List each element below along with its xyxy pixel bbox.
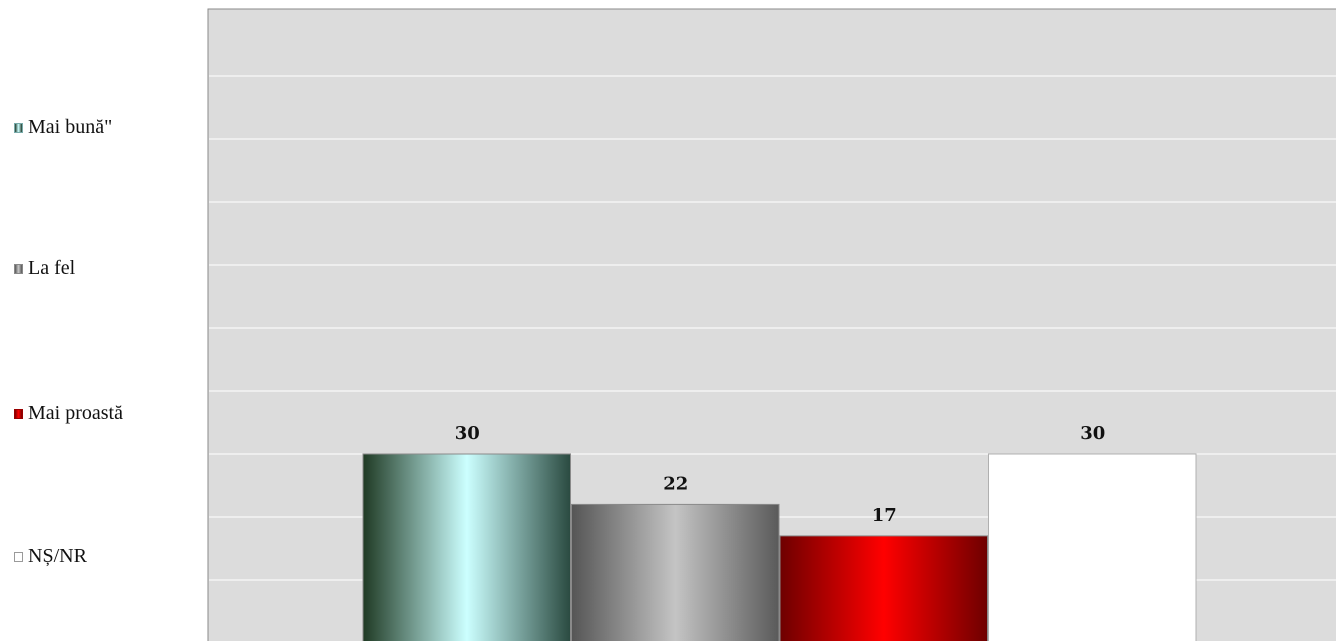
data-label-la-fel: 22 [663, 473, 688, 494]
bar-la-fel [572, 504, 780, 641]
legend-item-mai-proasta: Mai proastă [14, 402, 123, 425]
legend-swatch-mai-buna [14, 123, 23, 133]
bar-mai-buna [363, 454, 571, 641]
legend-swatch-la-fel [14, 264, 23, 274]
legend-swatch-ns-nr [14, 552, 23, 562]
data-label-ns-nr: 30 [1080, 423, 1105, 444]
data-label-mai-buna: 30 [455, 423, 480, 444]
legend-item-ns-nr: NȘ/NR [14, 545, 87, 568]
legend-label-mai-proasta: Mai proastă [28, 402, 123, 425]
legend-label-ns-nr: NȘ/NR [28, 545, 87, 568]
legend-label-mai-buna: Mai bună" [28, 116, 112, 139]
legend-label-la-fel: La fel [28, 257, 75, 280]
data-label-mai-proasta: 17 [872, 505, 897, 526]
legend-item-la-fel: La fel [14, 257, 75, 280]
legend-swatch-mai-proasta [14, 409, 23, 419]
legend-item-mai-buna: Mai bună" [14, 116, 112, 139]
bar-mai-proasta [780, 536, 988, 641]
bar-ns-nr [989, 454, 1197, 641]
